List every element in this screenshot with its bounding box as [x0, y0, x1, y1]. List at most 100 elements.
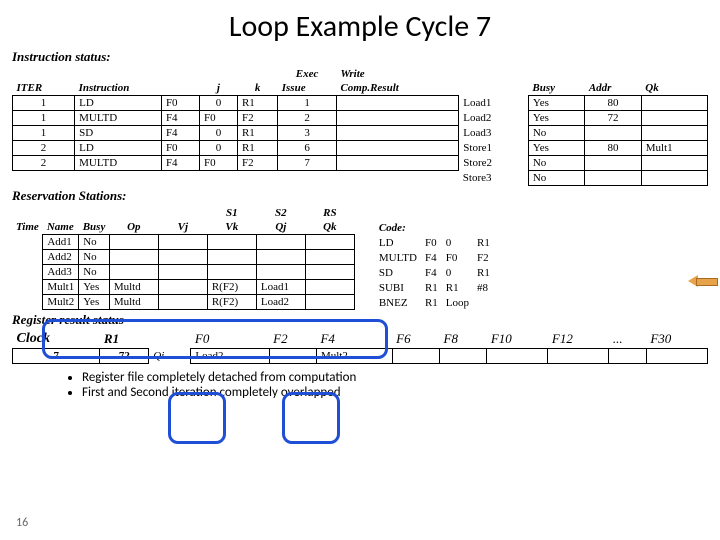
cell: 0 — [199, 126, 237, 141]
cell: R1 — [473, 265, 494, 280]
cell: 80 — [585, 141, 641, 156]
cell: F0 — [199, 156, 237, 171]
cell: R1 — [421, 280, 442, 295]
cell: 0 — [199, 141, 237, 156]
hdr-iter: ITER — [13, 81, 75, 96]
cell — [548, 349, 609, 364]
cell — [609, 349, 646, 364]
cell — [158, 235, 207, 250]
cell: Qi — [149, 349, 191, 364]
cell: MULTD — [75, 156, 162, 171]
cell — [336, 111, 458, 126]
hdr: F8 — [440, 330, 487, 349]
cell: F4 — [161, 156, 199, 171]
cell: 80 — [585, 96, 641, 111]
hdr: Time — [12, 220, 43, 235]
cell: 2 — [278, 111, 337, 126]
cell: Yes — [528, 111, 584, 126]
cell: F2 — [237, 111, 277, 126]
cell: 0 — [442, 265, 473, 280]
cell — [585, 171, 641, 186]
cell — [158, 250, 207, 265]
cell — [336, 126, 458, 141]
hdr: F10 — [487, 330, 548, 349]
hdr: Qk — [305, 220, 354, 235]
cell: F4 — [421, 265, 442, 280]
hdr-addr: Addr — [585, 81, 641, 96]
cell: Add2 — [43, 250, 79, 265]
cell — [585, 126, 641, 141]
cell: MULTD — [375, 250, 421, 265]
cell: 72 — [585, 111, 641, 126]
cell: #8 — [473, 280, 494, 295]
cell: Mult2 — [43, 295, 79, 310]
page-number: 16 — [16, 516, 28, 530]
cell: F4 — [161, 111, 199, 126]
cell — [305, 265, 354, 280]
reg-table: Clock R1 F0 F2 F4 F6 F8 F10 F12 ... F30 … — [12, 330, 708, 364]
hdr: F2 — [269, 330, 316, 349]
arrow-icon — [688, 275, 718, 287]
cell: No — [79, 265, 110, 280]
hdr-busy: Busy — [528, 81, 584, 96]
hdr: S1 — [207, 206, 256, 220]
cell: MULTD — [75, 111, 162, 126]
cell: 1 — [278, 96, 337, 111]
cell: F0 — [421, 235, 442, 250]
hdr-j: j — [199, 81, 237, 96]
cell — [336, 96, 458, 111]
cell: SD — [375, 265, 421, 280]
hdr-exec: Exec — [278, 67, 337, 81]
cell — [646, 349, 707, 364]
regres-label: Register result status — [12, 312, 708, 328]
reserv-table: S1 S2 RS Time Name Busy Op Vj Vk Qj Qk A… — [12, 206, 355, 310]
hdr: F4 — [316, 330, 392, 349]
cell — [109, 235, 158, 250]
cell — [158, 295, 207, 310]
cell: Load3 — [459, 126, 529, 141]
hdr: Op — [109, 220, 158, 235]
cell: Load2 — [191, 349, 269, 364]
cell — [392, 349, 439, 364]
hdr-comp: Comp.Result — [336, 81, 458, 96]
cell: Yes — [528, 96, 584, 111]
cell: LD — [75, 141, 162, 156]
cell — [336, 141, 458, 156]
cell: 1 — [13, 96, 75, 111]
cell: Mult2 — [316, 349, 392, 364]
cell: Load2 — [459, 111, 529, 126]
hdr: F12 — [548, 330, 609, 349]
cell: R1 — [237, 141, 277, 156]
bullet-item: First and Second iteration completely ov… — [82, 385, 708, 400]
hdr: Vk — [207, 220, 256, 235]
clock-label: Clock — [13, 330, 100, 349]
cell: F0 — [199, 111, 237, 126]
cell: Mult1 — [641, 141, 707, 156]
hdr: F30 — [646, 330, 707, 349]
cell — [641, 96, 707, 111]
cell: No — [528, 156, 584, 171]
cell: 7 — [278, 156, 337, 171]
cell: Store3 — [459, 171, 529, 186]
cell — [109, 265, 158, 280]
cell: 2 — [13, 141, 75, 156]
hdr: S2 — [256, 206, 305, 220]
cell: F0 — [161, 141, 199, 156]
cell: F4 — [421, 250, 442, 265]
cell: F0 — [161, 96, 199, 111]
cell — [109, 250, 158, 265]
cell: 3 — [278, 126, 337, 141]
bullet-item: Register file completely detached from c… — [82, 370, 708, 385]
cell: No — [79, 235, 110, 250]
cell: F2 — [237, 156, 277, 171]
cell: R1 — [421, 295, 442, 310]
hdr: Name — [43, 220, 79, 235]
hdr-issue: Issue — [278, 81, 337, 96]
hdr-qk: Qk — [641, 81, 707, 96]
cell: Add1 — [43, 235, 79, 250]
cell — [207, 235, 256, 250]
cell — [305, 280, 354, 295]
hdr: F6 — [392, 330, 439, 349]
cell: F2 — [473, 250, 494, 265]
cell: R(F2) — [207, 280, 256, 295]
